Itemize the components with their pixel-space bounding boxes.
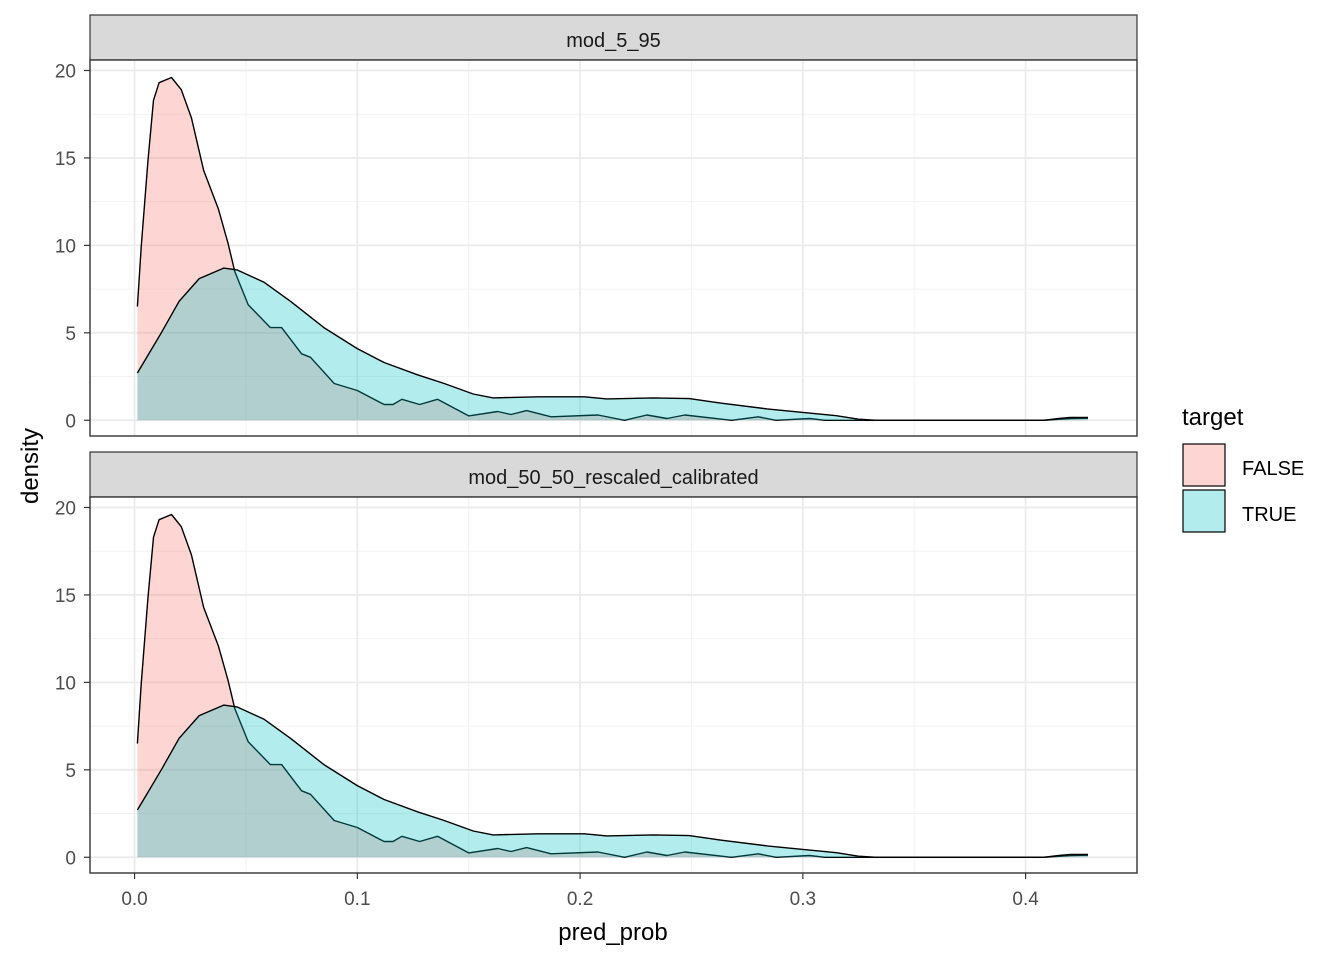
y-tick-label: 5 xyxy=(65,761,76,782)
x-axis-title: pred_prob xyxy=(558,919,667,946)
y-tick-label: 5 xyxy=(65,324,76,345)
legend-key-false xyxy=(1182,443,1226,487)
panel-border xyxy=(89,59,1138,437)
facet-strip xyxy=(89,14,1138,61)
y-tick-label: 10 xyxy=(55,673,76,694)
density-line-false xyxy=(136,76,1089,421)
panel-border xyxy=(89,496,1138,874)
facet-strip-label: mod_5_95 xyxy=(566,30,661,52)
x-tick-label: 0.4 xyxy=(1012,889,1039,910)
x-tick-label: 0.2 xyxy=(567,889,593,910)
density-line-true xyxy=(136,267,1088,421)
legend-label-false: FALSE xyxy=(1242,458,1304,480)
facet-strip xyxy=(89,451,1138,498)
density-area-true xyxy=(137,705,1088,858)
legend-key-true xyxy=(1182,489,1226,533)
y-tick-label: 10 xyxy=(55,236,76,257)
facet-panel-1: mod_5_95 0 5 10 15 20 xyxy=(55,14,1138,437)
density-area-false xyxy=(137,514,1088,858)
panel-background xyxy=(90,497,1137,873)
density-line-false xyxy=(136,513,1089,858)
x-tick-label: 0.3 xyxy=(790,889,816,910)
y-tick-label: 20 xyxy=(55,498,76,519)
legend-title: target xyxy=(1182,404,1244,431)
x-tick-label: 0.1 xyxy=(344,889,370,910)
density-area-false xyxy=(137,77,1088,421)
facet-strip-label: mod_50_50_rescaled_calibrated xyxy=(468,467,758,489)
y-tick-label: 0 xyxy=(65,848,76,869)
y-axis-title: density xyxy=(17,428,44,504)
density-line-true xyxy=(136,704,1088,858)
panel-background xyxy=(90,60,1137,436)
legend-label-true: TRUE xyxy=(1242,504,1296,526)
y-tick-label: 15 xyxy=(55,149,76,170)
x-tick-label: 0.0 xyxy=(121,889,147,910)
density-area-true xyxy=(137,268,1088,421)
y-tick-label: 15 xyxy=(55,586,76,607)
y-tick-label: 20 xyxy=(55,61,76,82)
facet-panel-2: mod_50_50_rescaled_calibrated 0 5 10 15 20 xyxy=(55,451,1138,874)
y-tick-label: 0 xyxy=(65,411,76,432)
